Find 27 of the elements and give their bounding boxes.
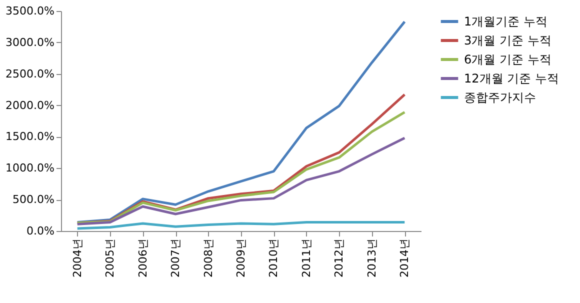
y-tick-label: 2000.0%: [6, 98, 54, 112]
y-tick-label: 500.0%: [12, 193, 54, 206]
x-tick-label: 2012년: [332, 238, 346, 278]
x-tick-label: 2013년: [365, 238, 378, 278]
x-tick-label: 2010년: [267, 238, 280, 278]
legend-label: 12개월 기준 누적: [464, 72, 559, 86]
y-tick-label: 3000.0%: [6, 36, 54, 49]
x-tick-label: 2004년: [70, 238, 84, 278]
x-tick-label: 2005년: [104, 238, 117, 278]
x-tick-label: 2007년: [169, 238, 182, 278]
y-tick-label: 1000.0%: [6, 162, 54, 175]
legend-label: 종합주가지수: [464, 90, 536, 104]
line-series: [76, 220, 406, 230]
line-series: [76, 20, 406, 224]
y-tick-label: 3500.0%: [6, 4, 54, 18]
x-tick-label: 2006년: [136, 238, 150, 278]
legend-label: 3개월 기준 누적: [464, 34, 552, 48]
x-tick-label: 2008년: [202, 238, 215, 278]
y-tick-label: 2500.0%: [6, 67, 54, 80]
line-series: [76, 136, 406, 226]
x-tick-label: 2014년: [398, 238, 412, 278]
y-tick-label: 0.0%: [26, 224, 54, 238]
x-tick-label: 2011년: [300, 238, 313, 278]
legend-label: 1개월기준 누적: [464, 14, 548, 28]
y-tick-label: 1500.0%: [6, 130, 54, 144]
legend-label: 6개월 기준 누적: [464, 52, 552, 66]
x-tick-label: 2009년: [234, 238, 248, 278]
